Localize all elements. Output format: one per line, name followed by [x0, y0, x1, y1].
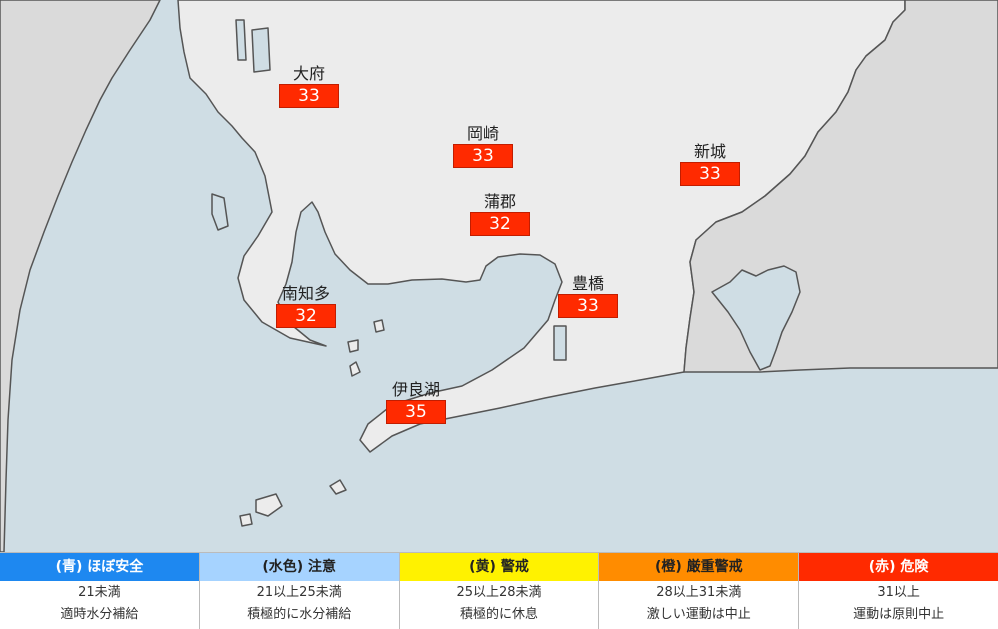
station-irago: 伊良湖 35 — [386, 380, 446, 424]
legend-header: (青) ほぼ安全 — [0, 553, 199, 581]
legend-level-yellow: (黄) 警戒 25以上28未満 積極的に休息 — [399, 553, 600, 629]
station-name: 新城 — [693, 142, 726, 161]
station-value: 33 — [680, 162, 740, 186]
station-value: 33 — [558, 294, 618, 318]
station-name: 南知多 — [281, 284, 330, 303]
legend-description: 激しい運動は中止 — [646, 607, 751, 622]
legend-header: (水色) 注意 — [199, 553, 399, 581]
legend-range: 28以上31未満 — [656, 585, 742, 600]
legend-header: (赤) 危険 — [799, 553, 998, 581]
station-toyohashi: 豊橋 33 — [558, 274, 618, 318]
station-name: 岡崎 — [466, 124, 499, 143]
station-value: 33 — [453, 144, 513, 168]
legend-range: 21未満 — [78, 585, 121, 600]
map-area: 大府 33 岡崎 33 新城 33 蒲郡 32 豊橋 33 南知多 32 伊良湖… — [0, 0, 998, 552]
wbgt-legend: (青) ほぼ安全 21未満 適時水分補給 (水色) 注意 21以上25未満 積極… — [0, 552, 998, 629]
legend-description: 適時水分補給 — [60, 607, 139, 622]
legend-range: 31以上 — [877, 585, 920, 600]
legend-description: 積極的に水分補給 — [247, 607, 352, 622]
legend-level-lightblue: (水色) 注意 21以上25未満 積極的に水分補給 — [199, 553, 400, 629]
port-pier — [235, 19, 247, 61]
chita-bay-shore — [211, 193, 229, 231]
station-name: 伊良湖 — [391, 380, 440, 399]
station-name: 豊橋 — [571, 274, 604, 293]
legend-header: (黄) 警戒 — [399, 553, 599, 581]
station-obu: 大府 33 — [279, 64, 339, 108]
map-canvas — [0, 0, 998, 552]
islet — [255, 493, 283, 517]
station-gamagori: 蒲郡 32 — [470, 192, 530, 236]
islet — [373, 319, 385, 333]
station-value: 32 — [276, 304, 336, 328]
port-pier — [553, 325, 567, 361]
legend-level-red: (赤) 危険 31以上 運動は原則中止 — [799, 553, 998, 629]
station-value: 32 — [470, 212, 530, 236]
legend-level-blue: (青) ほぼ安全 21未満 適時水分補給 — [0, 553, 200, 629]
lake-hamana — [711, 265, 801, 371]
station-okazaki: 岡崎 33 — [453, 124, 513, 168]
islet — [349, 361, 361, 377]
legend-header: (橙) 厳重警戒 — [599, 553, 799, 581]
legend-description: 運動は原則中止 — [853, 607, 945, 622]
islet — [329, 479, 347, 495]
station-value: 35 — [386, 400, 446, 424]
islet — [239, 513, 253, 527]
legend-range: 25以上28未満 — [456, 585, 542, 600]
station-value: 33 — [279, 84, 339, 108]
port-pier — [251, 27, 271, 73]
station-shinshiro: 新城 33 — [680, 142, 740, 186]
legend-level-orange: (橙) 厳重警戒 28以上31未満 激しい運動は中止 — [599, 553, 800, 629]
islet — [347, 339, 359, 353]
station-minamichita: 南知多 32 — [276, 284, 336, 328]
legend-description: 積極的に休息 — [459, 607, 538, 622]
station-name: 蒲郡 — [483, 192, 516, 211]
land-mie — [0, 0, 161, 552]
station-name: 大府 — [292, 64, 325, 83]
legend-range: 21以上25未満 — [256, 585, 342, 600]
